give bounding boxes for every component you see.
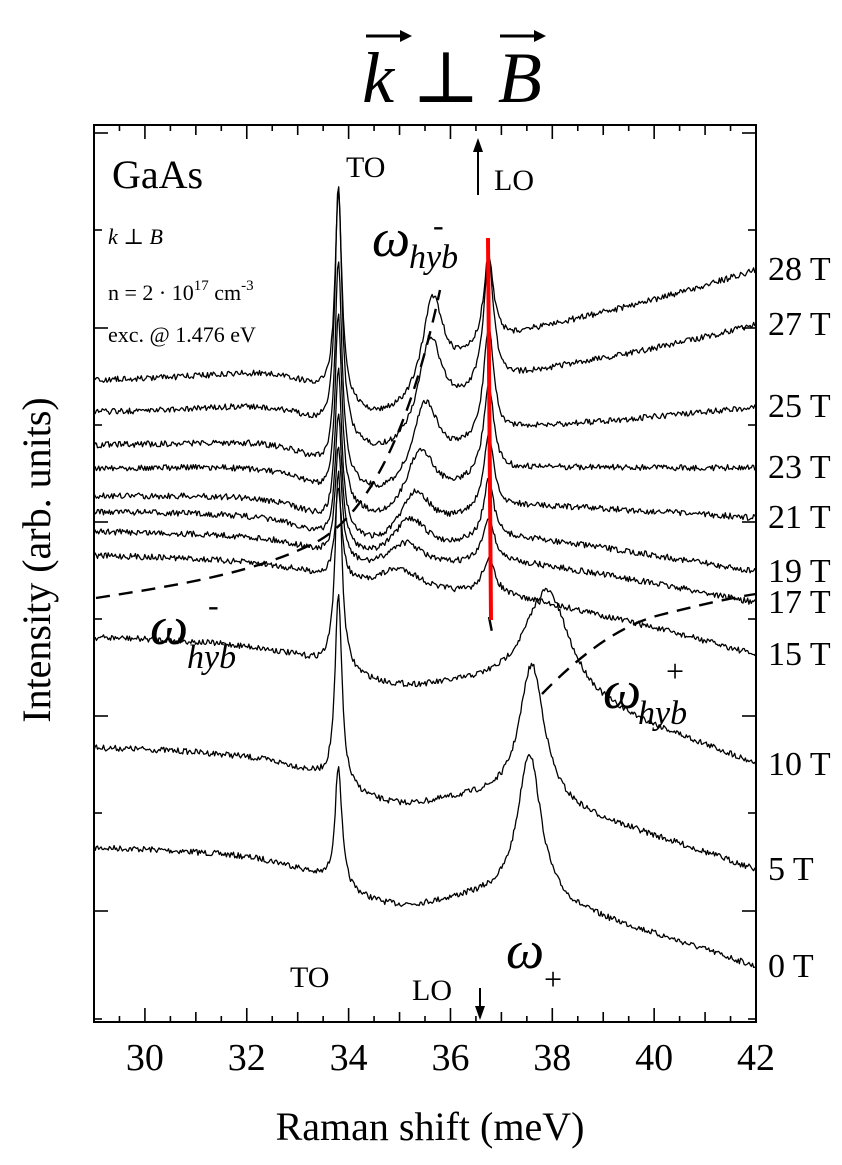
- y-axis-label: Intensity (arb. units): [14, 397, 59, 723]
- spectrum-line: [93, 367, 757, 539]
- field-label: 17 T: [768, 584, 831, 621]
- x-tick-label: 40: [635, 1037, 673, 1079]
- omega-symbol: ω: [372, 208, 410, 268]
- field-label: 10 T: [768, 746, 831, 783]
- hyb-subscript: hyb: [409, 239, 458, 276]
- minus-superscript: -: [433, 207, 444, 243]
- field-label: 25 T: [768, 388, 831, 425]
- density-exponent: 17: [194, 278, 210, 294]
- density-unit: cm: [209, 280, 241, 305]
- hyb-plus-guide-dashed: [541, 592, 757, 695]
- sample-geometry-label: k ⊥ B: [108, 224, 163, 249]
- lo-arrow-down-icon: [475, 988, 485, 1020]
- spectrum-line: [93, 446, 757, 605]
- field-label: 21 T: [768, 499, 831, 536]
- spectrum-line: [93, 594, 757, 872]
- field-labels: 0 T 5 T 10 T 15 T 17 T19 T 21 T 23 T 25 T 27 T 28…: [768, 251, 831, 985]
- title-text: k ⊥ B: [362, 38, 542, 118]
- omega-plus-label: ω +: [506, 920, 562, 997]
- hyb-minus-guide-dashed: [95, 289, 442, 600]
- omega-symbol: ω: [506, 920, 544, 980]
- x-tick-labels: 30 32 34 36 38 40 42: [126, 1037, 775, 1079]
- sample-density-label: n = 2 · 1017 cm-3: [108, 278, 254, 305]
- x-axis-ticks: [93, 125, 757, 1022]
- vector-arrow-b-icon: [500, 30, 546, 42]
- sample-material-label: GaAs: [112, 152, 203, 197]
- spectrum-line: [93, 470, 757, 766]
- field-label: 15 T: [768, 636, 831, 673]
- field-label: 5 T: [768, 851, 814, 888]
- y-axis-ticks: [94, 132, 756, 1020]
- omega-hyb-minus-upper-label: ω - hyb: [372, 207, 458, 276]
- lo-label-bottom: LO: [412, 974, 452, 1007]
- field-label: 28 T: [768, 251, 831, 288]
- minus-superscript: -: [208, 587, 219, 623]
- x-tick-label: 34: [330, 1037, 368, 1079]
- omega-symbol: ω: [603, 660, 641, 720]
- vector-arrow-k-icon: [366, 30, 412, 42]
- density-prefix: n = 2 · 10: [108, 280, 194, 305]
- spectrum-line: [93, 187, 757, 412]
- field-label: 0 T: [768, 948, 814, 985]
- plus-subscript: +: [544, 961, 562, 997]
- x-axis-label: Raman shift (meV): [276, 1104, 585, 1149]
- chart-title: k ⊥ B: [362, 30, 546, 118]
- lo-guide-dashed-stub: [487, 616, 495, 638]
- x-tick-label: 32: [228, 1037, 266, 1079]
- field-label: 23 T: [768, 449, 831, 486]
- spectrum-line: [93, 313, 757, 513]
- hyb-subscript: hyb: [638, 695, 687, 732]
- lo-label-top: LO: [494, 164, 534, 197]
- x-tick-label: 42: [737, 1037, 775, 1079]
- spectrum-line: [93, 261, 757, 488]
- lo-phonon-line: [486, 237, 493, 621]
- spectrum-line: [93, 487, 757, 657]
- omega-hyb-minus-lower-label: ω - hyb: [150, 587, 236, 676]
- spectrum-line: [93, 186, 757, 446]
- hyb-subscript: hyb: [187, 639, 236, 676]
- plus-superscript: +: [666, 653, 684, 689]
- omega-hyb-plus-label: ω + hyb: [603, 653, 687, 732]
- sample-excitation-label: exc. @ 1.476 eV: [108, 322, 256, 347]
- to-label-bottom: TO: [290, 961, 329, 994]
- omega-symbol: ω: [150, 596, 188, 656]
- to-label-top: TO: [346, 151, 385, 184]
- spectra-group: [93, 186, 757, 969]
- spectrum-line: [93, 753, 757, 969]
- x-tick-label: 30: [126, 1037, 164, 1079]
- spectrum-line: [93, 413, 757, 574]
- field-label: 27 T: [768, 306, 831, 343]
- x-tick-label: 38: [533, 1037, 571, 1079]
- density-unit-exponent: -3: [241, 278, 254, 294]
- x-tick-label: 36: [431, 1037, 469, 1079]
- field-label: 19 T: [768, 553, 831, 590]
- lo-arrow-up-icon: [473, 138, 483, 195]
